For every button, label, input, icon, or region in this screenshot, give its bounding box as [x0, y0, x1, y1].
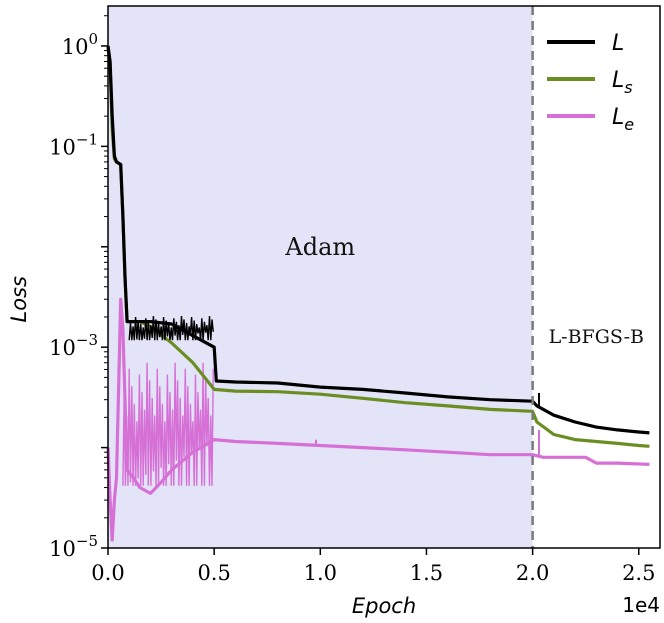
x-axis-ticks: 0.0 0.5 1.0 1.5 2.0 2.5 [91, 548, 655, 585]
y-axis-ticks: 100 10−1 10−3 10−5 [49, 15, 108, 561]
loss-series-layer [106, 45, 650, 542]
y-tick-label-0: 100 [62, 30, 98, 59]
x-tick-label-5: 2.5 [622, 561, 655, 585]
x-axis-scale-label: 1e4 [622, 593, 660, 617]
series-Le-noise-0 [122, 362, 214, 486]
x-tick-label-4: 2.0 [516, 561, 549, 585]
region-1 [532, 6, 660, 548]
series-L-line [106, 45, 650, 435]
x-tick-label-3: 1.5 [410, 561, 443, 585]
series-Le-line [106, 297, 650, 542]
x-axis-label: Epoch [352, 594, 416, 618]
series-L-noise-0 [128, 315, 214, 341]
y-tick-label-2: 10−3 [49, 331, 98, 360]
training-phase-regions [108, 6, 660, 548]
region-label-lbfgsb: L-BFGS-B [549, 326, 644, 348]
legend-label-Le: Le [612, 105, 634, 134]
region-label-adam: Adam [284, 233, 355, 261]
x-tick-label-0: 0.0 [91, 561, 124, 585]
y-tick-label-3: 10−5 [49, 532, 98, 561]
legend: L Ls Le [547, 31, 634, 134]
y-axis-label: Loss [7, 276, 31, 322]
legend-label-L: L [612, 31, 624, 56]
x-tick-label-1: 0.5 [197, 561, 230, 585]
x-tick-label-2: 1.0 [304, 561, 337, 585]
legend-label-Ls: Ls [612, 68, 633, 97]
y-tick-label-1: 10−1 [49, 130, 98, 159]
